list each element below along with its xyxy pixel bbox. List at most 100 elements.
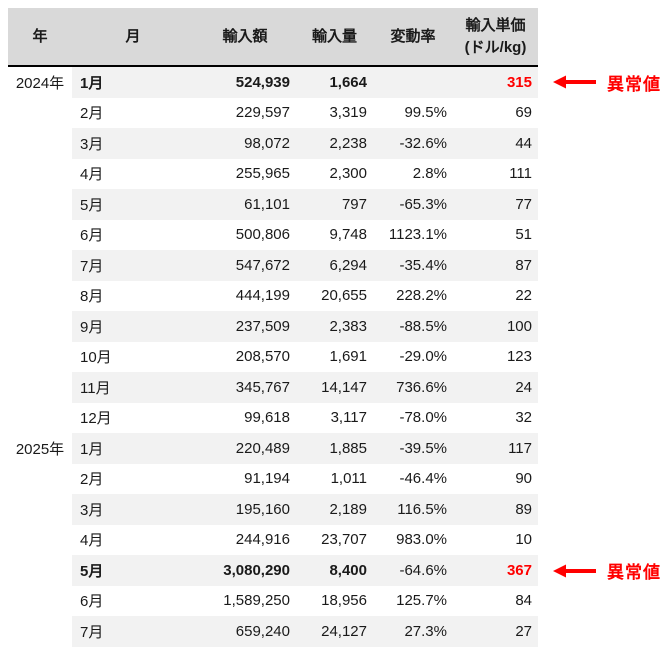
import-value-cell: 3,080,290 <box>194 555 296 586</box>
import-value-cell: 237,509 <box>194 311 296 342</box>
month-cell: 2月 <box>80 105 104 123</box>
import-quantity-cell: 14,147 <box>296 372 373 403</box>
import-quantity-cell: 9,748 <box>329 226 367 244</box>
import-quantity-cell: 1,011 <box>330 470 367 488</box>
month-cell: 2月 <box>80 471 104 489</box>
year-cell <box>8 555 72 586</box>
change-rate-cell: -32.6% <box>373 128 453 159</box>
year-cell <box>8 342 72 373</box>
month-cell: 10月 <box>80 349 112 367</box>
table-row: 4月 244,916 23,707 983.0% 10 <box>8 525 538 556</box>
import-value-cell: 98,072 <box>194 128 296 159</box>
import-quantity-cell: 2,383 <box>296 311 373 342</box>
import-quantity-cell: 3,117 <box>330 409 367 427</box>
change-rate-cell: -65.3% <box>373 189 453 220</box>
import-quantity-cell: 18,956 <box>321 592 367 610</box>
year-cell: 2025年 <box>15 440 65 458</box>
year-cell <box>8 494 72 525</box>
col-header-unit-price: 輸入単価 (ドル/kg) <box>453 8 538 67</box>
import-value-cell: 208,570 <box>235 348 290 366</box>
import-value-cell: 91,194 <box>244 470 290 488</box>
month-cell: 5月 <box>72 555 194 586</box>
unit-price-cell: 24 <box>453 372 538 403</box>
unit-price-cell: 117 <box>453 433 538 464</box>
table-row: 7月 659,240 24,127 27.3% 27 <box>8 616 538 647</box>
table-row: 2024年 1月 524,939 1,664 315 <box>8 66 538 98</box>
unit-price-cell: 32 <box>515 409 532 427</box>
unit-price-cell: 87 <box>453 250 538 281</box>
month-cell: 3月 <box>72 128 194 159</box>
anomaly-label: 異常値 <box>607 74 661 94</box>
unit-price-cell: 89 <box>453 494 538 525</box>
import-quantity-cell: 2,189 <box>296 494 373 525</box>
change-rate-cell: 125.7% <box>396 592 447 610</box>
table-row: 4月 255,965 2,300 2.8% 111 <box>8 159 538 190</box>
col-header-year: 年 <box>8 8 72 67</box>
change-rate-cell: 736.6% <box>373 372 453 403</box>
change-rate-cell: 27.3% <box>373 616 453 647</box>
change-rate-cell <box>373 66 453 98</box>
unit-price-cell: 44 <box>453 128 538 159</box>
table-row: 2月 91,194 1,011 -46.4% 90 <box>8 464 538 495</box>
table-row: 5月 61,101 797 -65.3% 77 <box>8 189 538 220</box>
anomaly-annotation-2025-05: 異常値 <box>552 555 661 586</box>
month-cell: 11月 <box>72 372 194 403</box>
import-quantity-cell: 2,300 <box>329 165 367 183</box>
left-arrow-icon <box>553 75 596 89</box>
month-cell: 7月 <box>72 250 194 281</box>
import-value-cell: 255,965 <box>235 165 290 183</box>
col-header-import-quantity: 輸入量 <box>296 8 373 67</box>
col-header-unit-price-line1: 輸入単価 <box>465 16 526 34</box>
import-value-cell: 547,672 <box>194 250 296 281</box>
table-row: 5月 3,080,290 8,400 -64.6% 367 <box>8 555 538 586</box>
year-cell <box>8 311 72 342</box>
header-row: 年 月 輸入額 輸入量 変動率 輸入単価 (ドル/kg) <box>8 8 538 67</box>
table-row: 6月 500,806 9,748 1123.1% 51 <box>8 220 538 251</box>
import-value-cell: 659,240 <box>194 616 296 647</box>
month-cell: 6月 <box>80 593 104 611</box>
import-quantity-cell: 8,400 <box>296 555 373 586</box>
unit-price-cell: 90 <box>515 470 532 488</box>
table-row: 7月 547,672 6,294 -35.4% 87 <box>8 250 538 281</box>
month-cell: 4月 <box>80 532 104 550</box>
month-cell: 3月 <box>72 494 194 525</box>
import-quantity-cell: 2,238 <box>296 128 373 159</box>
change-rate-cell: 99.5% <box>404 104 447 122</box>
import-quantity-cell: 20,655 <box>321 287 367 305</box>
change-rate-cell: -88.5% <box>373 311 453 342</box>
table-row: 2月 229,597 3,319 99.5% 69 <box>8 98 538 129</box>
import-value-cell: 524,939 <box>194 66 296 98</box>
unit-price-cell: 69 <box>515 104 532 122</box>
anomaly-annotation-2024-01: 異常値 <box>552 67 661 98</box>
year-cell <box>8 403 72 434</box>
change-rate-cell: -29.0% <box>399 348 447 366</box>
import-value-cell: 61,101 <box>194 189 296 220</box>
change-rate-cell: -78.0% <box>399 409 447 427</box>
month-cell: 7月 <box>72 616 194 647</box>
table-row: 3月 98,072 2,238 -32.6% 44 <box>8 128 538 159</box>
month-cell: 5月 <box>72 189 194 220</box>
year-cell: 2024年 <box>15 74 65 92</box>
table-row: 8月 444,199 20,655 228.2% 22 <box>8 281 538 312</box>
import-value-cell: 229,597 <box>235 104 290 122</box>
month-cell: 12月 <box>80 410 112 428</box>
import-value-cell: 99,618 <box>244 409 290 427</box>
change-rate-cell: 1123.1% <box>388 226 447 244</box>
month-cell: 4月 <box>80 166 104 184</box>
import-value-cell: 195,160 <box>194 494 296 525</box>
year-cell <box>8 220 72 251</box>
import-value-cell: 345,767 <box>194 372 296 403</box>
table-row: 11月 345,767 14,147 736.6% 24 <box>8 372 538 403</box>
year-cell <box>8 616 72 647</box>
table-row: 9月 237,509 2,383 -88.5% 100 <box>8 311 538 342</box>
month-cell: 6月 <box>80 227 104 245</box>
unit-price-cell: 315 <box>453 66 538 98</box>
import-quantity-cell: 3,319 <box>329 104 367 122</box>
month-cell: 9月 <box>72 311 194 342</box>
unit-price-cell: 10 <box>515 531 532 549</box>
table-row: 12月 99,618 3,117 -78.0% 32 <box>8 403 538 434</box>
table-row: 2025年 1月 220,489 1,885 -39.5% 117 <box>8 433 538 464</box>
import-quantity-cell: 23,707 <box>321 531 367 549</box>
import-value-cell: 500,806 <box>235 226 290 244</box>
year-cell <box>8 128 72 159</box>
